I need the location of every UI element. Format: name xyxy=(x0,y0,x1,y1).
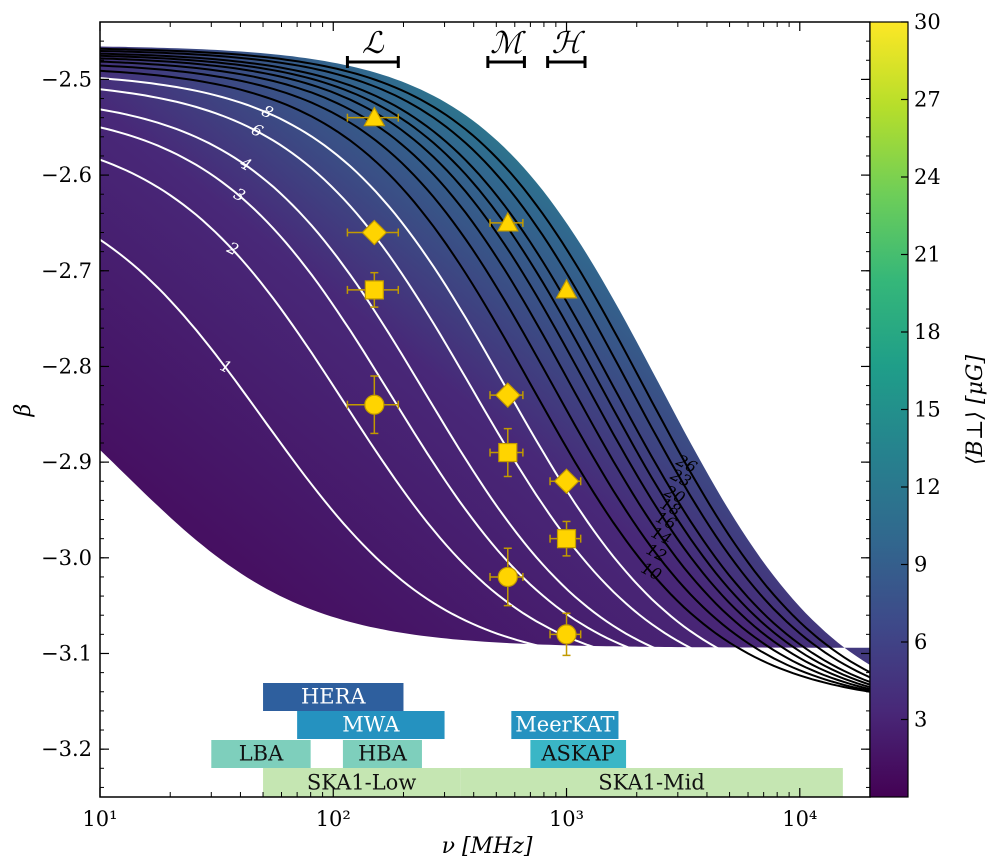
contour-line-2 xyxy=(100,158,870,679)
contour-line-18 xyxy=(100,54,870,686)
y-tick-label: −2.9 xyxy=(41,450,92,474)
band-hba xyxy=(342,740,422,768)
colorbar-tick-label: 12 xyxy=(914,475,941,499)
y-tick-label: −2.8 xyxy=(41,354,92,378)
colored-region-fill xyxy=(100,46,870,665)
contour-line-14 xyxy=(100,60,870,691)
y-tick-label: −3.0 xyxy=(41,546,92,570)
band-ska1-mid xyxy=(460,768,843,797)
contour-line-26 xyxy=(100,47,870,674)
y-tick-label: −2.6 xyxy=(41,163,92,187)
colored-region xyxy=(100,46,870,665)
diamond-marker xyxy=(494,382,521,408)
y-tick-label: −2.7 xyxy=(41,259,92,283)
x-tick-label: 10² xyxy=(316,807,351,831)
band-label: MeerKAT xyxy=(515,713,614,737)
band-hera xyxy=(263,683,404,711)
y-axis: −2.5 −2.6 −2.7 −2.8 −2.9 −3.0 −3.1 −3.2 xyxy=(41,40,870,788)
circle-marker xyxy=(364,394,385,415)
contour-line-4 xyxy=(100,108,870,688)
contour-line-23 xyxy=(100,50,870,679)
colorbar: 3 6 9 12 15 18 21 24 27 30 ⟨B⊥⟩ [μG] xyxy=(869,10,988,798)
square-marker xyxy=(498,442,518,463)
band-label: HBA xyxy=(358,742,408,766)
colorbar-label: ⟨B⊥⟩ [μG] xyxy=(963,355,988,465)
triangle-marker xyxy=(496,211,519,232)
band-label: LBA xyxy=(239,742,284,766)
colorbar-tick-label: 21 xyxy=(914,243,941,267)
x-tick-label: 10³ xyxy=(549,807,584,831)
band-label: SKA1-Low xyxy=(307,771,416,795)
band-meerkat xyxy=(511,711,619,739)
contour-line-12 xyxy=(100,64,870,692)
colorbar-tick-label: 30 xyxy=(914,10,941,34)
telescope-bands: HERA MWA MeerKAT LBA HBA ASKAP SKA1-Low SKA1-Mi… xyxy=(211,683,843,797)
contour-line-10 xyxy=(100,69,870,693)
contour-line-20 xyxy=(100,52,870,683)
x-tick-label: 10¹ xyxy=(82,807,117,831)
circle-marker xyxy=(556,624,577,645)
square-marker xyxy=(364,280,384,300)
contour-line-1 xyxy=(100,238,870,669)
diamond-marker xyxy=(361,219,388,246)
y-axis-title: β xyxy=(11,404,36,418)
colorbar-tick-label: 18 xyxy=(914,320,941,344)
square-marker xyxy=(556,529,577,549)
y-tick-label: −3.2 xyxy=(41,737,92,761)
band-label: MWA xyxy=(342,713,400,737)
band-lba xyxy=(211,740,311,768)
triangle-marker xyxy=(555,278,578,299)
band-ska1-low xyxy=(263,768,461,797)
colorbar-tick-label: 27 xyxy=(914,88,941,112)
x-axis: 10¹ 10² 10³ 10⁴ xyxy=(82,22,871,831)
colorbar-tick-label: 15 xyxy=(914,398,941,422)
triangle-marker xyxy=(363,106,386,127)
data-markers xyxy=(346,106,582,657)
band-label: ASKAP xyxy=(540,742,615,766)
band-label: HERA xyxy=(301,685,366,709)
range-label: ℒ xyxy=(362,26,385,61)
contour-line-8 xyxy=(100,77,870,693)
range-label: ℋ xyxy=(551,26,585,61)
diamond-marker xyxy=(553,468,580,495)
colorbar-tick-label: 9 xyxy=(914,553,927,577)
colorbar-tick-label: 3 xyxy=(914,708,927,732)
y-tick-label: −2.5 xyxy=(41,67,92,91)
band-label: SKA1-Mid xyxy=(598,771,705,795)
contour-line-16 xyxy=(100,57,870,689)
colorbar-tick-label: 24 xyxy=(914,165,941,189)
y-tick-label: −3.1 xyxy=(41,641,92,665)
x-axis-title: ν [MHz] xyxy=(442,834,533,859)
x-tick-label: 10⁴ xyxy=(782,807,817,831)
contour-line-6 xyxy=(100,88,870,692)
colorbar-ticks: 3 6 9 12 15 18 21 24 27 30 xyxy=(901,10,941,732)
circle-marker xyxy=(497,566,518,588)
band-mwa xyxy=(297,711,445,739)
band-askap xyxy=(530,740,627,768)
colorbar-tick-label: 6 xyxy=(914,630,927,654)
range-label: ℳ xyxy=(490,26,526,61)
